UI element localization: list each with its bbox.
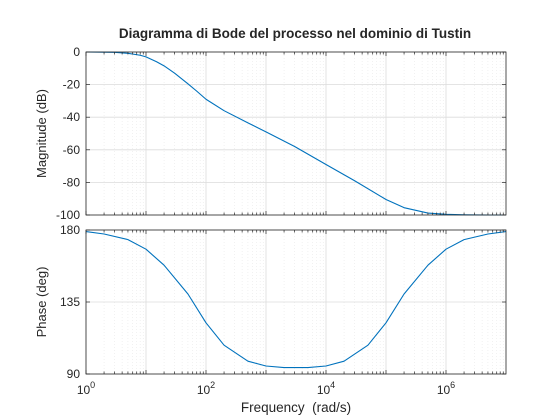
magnitude-ticks: 0 -20 -40 -60 -80 -100 bbox=[56, 45, 506, 222]
magnitude-axes: 0 -20 -40 -60 -80 -100 Magnitude (dB) bbox=[34, 45, 507, 222]
y-tick-label: -60 bbox=[63, 143, 81, 157]
y-tick-label: -100 bbox=[56, 208, 80, 222]
y-tick-label: 0 bbox=[73, 45, 80, 59]
y-tick-label: 180 bbox=[60, 223, 80, 237]
chart-title: Diagramma di Bode del processo nel domin… bbox=[119, 26, 471, 41]
y-tick-label: -20 bbox=[63, 78, 81, 92]
y-tick-label: -80 bbox=[63, 175, 81, 189]
magnitude-plot-area bbox=[86, 52, 506, 215]
y-tick-label: 135 bbox=[60, 295, 80, 309]
x-tick-label: 104 bbox=[317, 380, 335, 397]
magnitude-axes-frame bbox=[85, 51, 507, 216]
x-tick-label: 100 bbox=[77, 380, 95, 397]
x-tick-label: 106 bbox=[437, 380, 455, 397]
x-tick-label: 102 bbox=[197, 380, 215, 397]
phase-y-axis-label: Phase (deg) bbox=[34, 267, 49, 338]
magnitude-series-line bbox=[85, 51, 506, 216]
phase-series-line bbox=[85, 231, 507, 369]
x-axis-label: Frequency (rad/s) bbox=[241, 400, 351, 415]
magnitude-grid bbox=[85, 51, 506, 216]
y-tick-label: -40 bbox=[63, 110, 81, 124]
magnitude-y-axis-label: Magnitude (dB) bbox=[34, 89, 49, 178]
y-tick-label: 90 bbox=[67, 367, 81, 381]
